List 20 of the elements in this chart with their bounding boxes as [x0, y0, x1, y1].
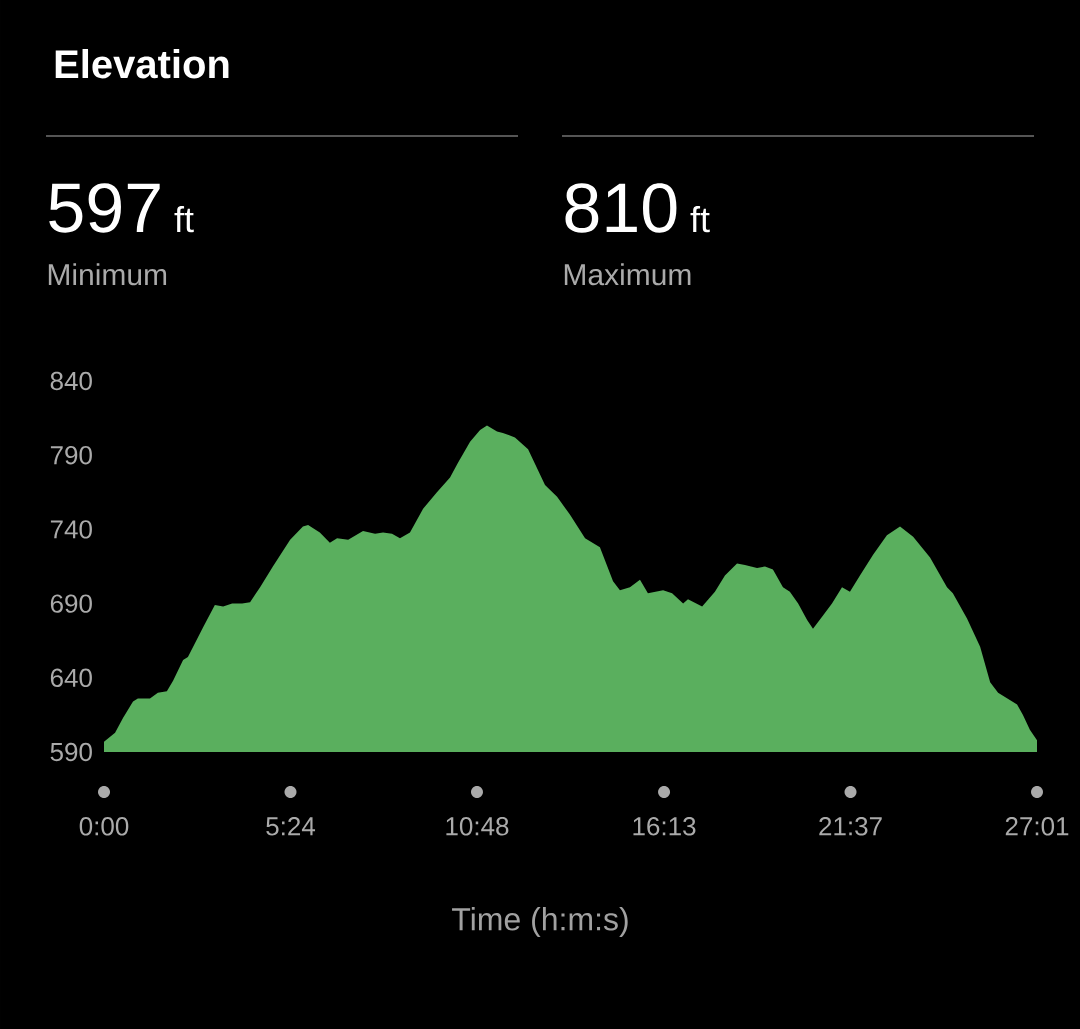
y-tick-label: 840 [50, 371, 92, 391]
x-axis-title: Time (h:m:s) [452, 907, 628, 937]
x-tick-label: 27:01 [1005, 817, 1069, 836]
text: ft [690, 205, 710, 233]
text: ft [174, 205, 194, 233]
x-tick-label: 16:13 [633, 817, 696, 836]
chart-title: Elevation [55, 49, 229, 79]
x-tick-label: 21:37 [819, 817, 882, 836]
x-tick-label: 5:24 [266, 817, 316, 836]
text: 597 [49, 183, 160, 233]
x-tick-label: 0:00 [79, 817, 129, 836]
y-tick-label: 790 [50, 446, 92, 465]
y-tick-label: 640 [50, 668, 92, 688]
text: Maximum [564, 263, 691, 286]
y-tick-label: 690 [50, 594, 92, 613]
text: 810 [565, 183, 677, 233]
x-tick-label: 10:48 [446, 817, 509, 836]
y-tick-label: 740 [50, 520, 92, 539]
text: Minimum [48, 263, 167, 286]
y-tick-label: 590 [50, 742, 92, 762]
